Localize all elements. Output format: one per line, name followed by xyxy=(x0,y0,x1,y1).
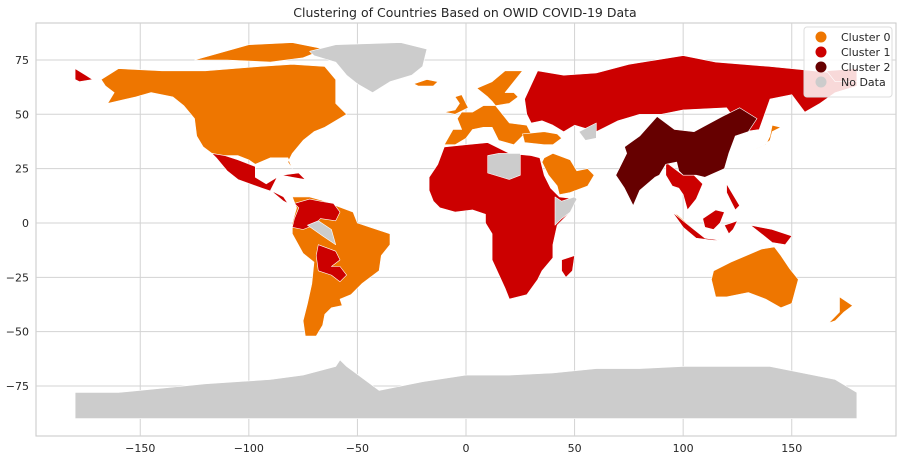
region-no-data-33 xyxy=(307,220,337,245)
region-cluster-0-8 xyxy=(711,246,799,309)
y-tick-label: 25 xyxy=(15,163,29,176)
x-axis-ticks: −150 −100 −50 0 50 100 150 xyxy=(125,442,802,455)
legend-marker-icon xyxy=(815,31,827,43)
region-cluster-2-27 xyxy=(615,107,758,206)
x-tick-label: −50 xyxy=(346,442,369,455)
region-no-data-32 xyxy=(578,122,597,141)
legend-label: No Data xyxy=(841,76,886,89)
region-cluster-0-3 xyxy=(443,70,532,145)
legend-label: Cluster 0 xyxy=(841,31,891,44)
region-cluster-1-23 xyxy=(726,183,740,211)
region-cluster-0-9 xyxy=(747,124,782,152)
region-cluster-1-20 xyxy=(702,209,725,230)
country-polygons xyxy=(74,42,858,419)
legend-marker-icon xyxy=(815,46,827,58)
region-cluster-0-0 xyxy=(100,64,347,169)
region-cluster-1-12 xyxy=(524,55,858,132)
x-tick-label: 50 xyxy=(568,442,582,455)
y-tick-label: 0 xyxy=(22,217,29,230)
legend-box xyxy=(803,26,893,98)
region-cluster-1-26 xyxy=(281,172,306,180)
x-tick-label: −150 xyxy=(125,442,155,455)
y-tick-label: −25 xyxy=(6,271,29,284)
legend-marker-icon xyxy=(815,76,827,88)
region-cluster-0-10 xyxy=(828,296,853,324)
legend-marker-icon xyxy=(815,61,827,73)
x-tick-label: 150 xyxy=(781,442,802,455)
region-cluster-1-17 xyxy=(315,244,347,283)
x-tick-label: −100 xyxy=(234,442,264,455)
region-cluster-1-16 xyxy=(291,198,341,230)
y-axis-ticks: 75 50 25 0 −25 −50 −75 xyxy=(6,54,29,393)
legend-label: Cluster 1 xyxy=(841,46,891,59)
legend: Cluster 0 Cluster 1 Cluster 2 No Data xyxy=(803,26,893,98)
y-tick-label: 50 xyxy=(15,108,29,121)
y-tick-label: −75 xyxy=(6,380,29,393)
x-tick-label: 0 xyxy=(463,442,470,455)
region-cluster-1-19 xyxy=(671,211,723,241)
region-cluster-1-13 xyxy=(428,142,578,300)
region-cluster-0-6 xyxy=(522,131,562,145)
region-cluster-1-22 xyxy=(724,220,738,235)
region-cluster-0-4 xyxy=(443,94,469,115)
region-no-data-30 xyxy=(487,153,521,180)
region-no-data-28 xyxy=(74,359,858,419)
region-no-data-29 xyxy=(309,42,428,93)
region-cluster-1-24 xyxy=(74,68,93,82)
region-cluster-0-7 xyxy=(541,153,595,195)
region-cluster-1-15 xyxy=(211,153,289,204)
region-cluster-0-5 xyxy=(413,79,439,87)
y-tick-label: 75 xyxy=(15,54,29,67)
legend-label: Cluster 2 xyxy=(841,61,891,74)
y-tick-label: −50 xyxy=(6,326,29,339)
region-cluster-1-14 xyxy=(561,255,575,278)
region-cluster-1-21 xyxy=(750,224,793,245)
chart-title: Clustering of Countries Based on OWID CO… xyxy=(293,5,636,20)
x-tick-label: 100 xyxy=(673,442,694,455)
region-no-data-31 xyxy=(554,196,578,226)
